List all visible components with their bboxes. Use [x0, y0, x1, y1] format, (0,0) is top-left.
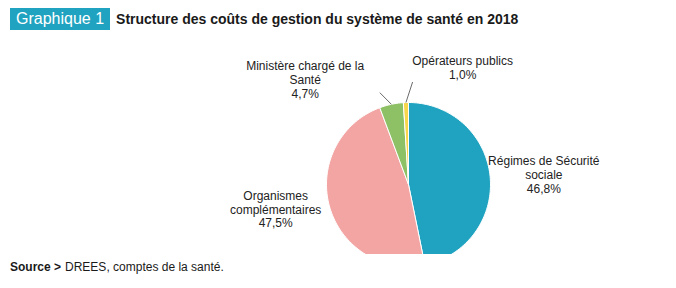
svg-text:Ministère chargé de laSanté4,7: Ministère chargé de laSanté4,7%: [246, 59, 364, 101]
svg-text:Opérateurs publics1,0%: Opérateurs publics1,0%: [412, 54, 513, 82]
html-text:Source > DREES, comptes de la: Source > DREES, comptes de la santé.: [10, 260, 224, 274]
svg-text:Organismescomplémentaires47,5%: Organismescomplémentaires47,5%: [230, 189, 321, 231]
svg-text:Régimes de Sécuritésociale46,8: Régimes de Sécuritésociale46,8%: [488, 154, 600, 196]
html-text:Graphique 1: Graphique 1: [16, 10, 105, 27]
html-text:Structure des coûts de gestion: Structure des coûts de gestion du systèm…: [116, 11, 519, 27]
